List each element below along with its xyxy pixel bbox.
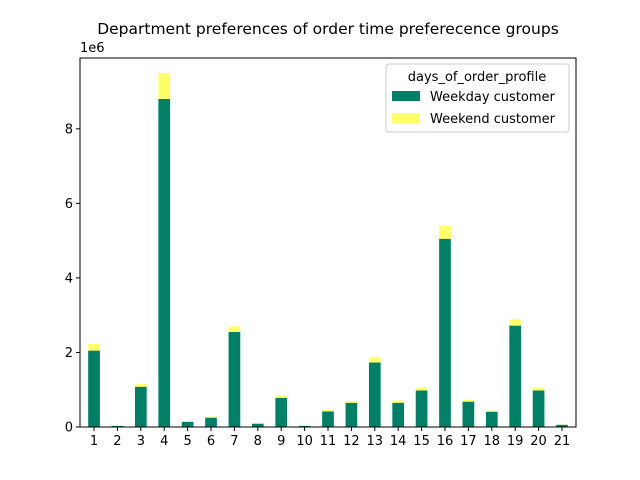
legend-frame [385, 63, 570, 133]
x-tick-label-21: 21 [554, 434, 571, 449]
bar-weekend-18 [485, 410, 498, 412]
chart-title: Department preferences of order time pre… [97, 20, 559, 38]
y-tick-label-2: 2 [65, 346, 73, 361]
x-tick-label-11: 11 [320, 434, 337, 449]
x-tick-label-6: 6 [207, 434, 215, 449]
bar-weekend-1 [88, 343, 100, 351]
bar-weekday-9 [275, 397, 288, 427]
bar-weekday-18 [485, 411, 498, 427]
x-tick-label-3: 3 [137, 434, 145, 449]
x-tick-label-19: 19 [507, 434, 524, 449]
bar-weekend-7 [228, 326, 241, 332]
bar-weekday-7 [228, 331, 241, 427]
bar-weekday-20 [532, 390, 545, 427]
bar-weekday-19 [509, 325, 522, 427]
legend-label-weekend: Weekend customer [430, 112, 556, 127]
x-tick-label-13: 13 [367, 434, 384, 449]
bar-weekend-13 [368, 356, 381, 363]
bar-weekend-20 [532, 387, 545, 391]
bar-weekend-12 [345, 400, 358, 403]
bar-weekday-16 [439, 238, 451, 427]
x-tick-label-4: 4 [160, 434, 168, 449]
bar-weekend-17 [462, 399, 475, 402]
bar-weekday-17 [462, 401, 475, 427]
bar-weekday-3 [134, 386, 147, 427]
bar-weekday-14 [392, 402, 405, 427]
bar-weekday-13 [368, 362, 381, 427]
y-tick-label-4: 4 [65, 271, 73, 286]
bar-weekday-5 [181, 421, 194, 427]
x-tick-label-7: 7 [230, 434, 238, 449]
x-tick-label-16: 16 [437, 434, 454, 449]
bar-weekday-10 [298, 425, 311, 427]
x-tick-label-1: 1 [90, 434, 98, 449]
x-tick-label-15: 15 [413, 434, 430, 449]
bar-weekday-4 [158, 99, 171, 427]
legend-title: days_of_order_profile [408, 70, 546, 85]
bar-weekday-2 [111, 425, 124, 427]
bar-weekend-16 [439, 225, 451, 239]
x-tick-label-9: 9 [277, 434, 285, 449]
x-tick-label-17: 17 [460, 434, 477, 449]
x-tick-label-8: 8 [254, 434, 262, 449]
y-scale-multiplier: 1e6 [80, 41, 105, 56]
bar-weekday-1 [88, 350, 100, 427]
x-tick-label-14: 14 [390, 434, 407, 449]
plot-frame [79, 57, 577, 428]
y-tick-label-8: 8 [65, 122, 73, 137]
bar-weekend-3 [134, 383, 147, 387]
legend-swatch-weekend [392, 113, 420, 123]
bar-weekend-11 [322, 410, 334, 412]
y-tick-label-6: 6 [65, 197, 73, 212]
x-tick-label-20: 20 [530, 434, 547, 449]
bar-weekend-9 [275, 395, 288, 398]
bar-weekday-21 [556, 424, 568, 427]
bar-weekend-6 [205, 416, 217, 418]
bar-weekday-6 [205, 417, 217, 427]
x-tick-label-10: 10 [296, 434, 313, 449]
x-tick-label-2: 2 [113, 434, 121, 449]
bar-weekend-19 [509, 319, 522, 326]
y-tick-label-0: 0 [65, 421, 73, 436]
x-tick-label-5: 5 [183, 434, 191, 449]
bar-weekend-5 [181, 421, 194, 422]
bar-weekend-15 [415, 387, 428, 391]
x-tick-label-18: 18 [484, 434, 501, 449]
x-tick-label-12: 12 [343, 434, 360, 449]
legend-label-weekday: Weekday customer [430, 90, 556, 105]
bar-weekday-15 [415, 390, 428, 427]
bar-weekend-4 [158, 72, 171, 99]
legend-swatch-weekday [392, 91, 420, 101]
bar-weekday-11 [322, 411, 334, 427]
legend: days_of_order_profile Weekday customer W… [385, 63, 570, 133]
bar-weekend-14 [392, 400, 405, 403]
bar-weekday-12 [345, 402, 358, 427]
bar-weekday-8 [251, 423, 264, 427]
